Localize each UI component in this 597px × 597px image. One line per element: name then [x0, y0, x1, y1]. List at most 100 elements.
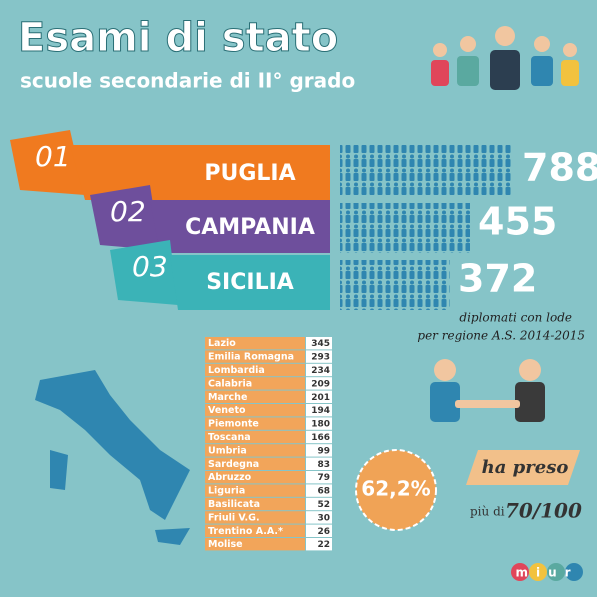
region: Friuli V.G. — [208, 512, 260, 523]
value: 209 — [311, 379, 330, 389]
region: Lazio — [208, 338, 236, 349]
value: 30 — [317, 513, 330, 523]
grade-prefix: più di — [470, 505, 505, 519]
row-label-cell — [205, 511, 305, 524]
row-value-cell — [306, 430, 332, 444]
ribbon — [70, 145, 330, 200]
row-value-cell — [306, 497, 332, 511]
row-value-cell — [306, 524, 332, 537]
value: 166 — [311, 433, 330, 443]
people-row — [340, 145, 512, 195]
grade-line: ha preso — [482, 457, 569, 478]
row-value-cell — [306, 377, 332, 390]
row-label-cell — [205, 538, 305, 551]
row-value-cell — [306, 511, 332, 524]
logo-text: miur — [515, 566, 578, 580]
row-value-cell — [306, 404, 332, 417]
value: 79 — [317, 473, 330, 483]
region: Toscana — [208, 432, 251, 443]
row-label-cell — [205, 524, 305, 537]
row-value-cell — [306, 444, 332, 457]
value: 293 — [311, 353, 330, 363]
caption: per regione A.S. 2014-2015 — [417, 329, 585, 343]
people-icon — [431, 26, 579, 90]
value: 455 — [478, 200, 557, 244]
rank: 03 — [132, 250, 168, 283]
region: Umbria — [208, 445, 247, 456]
badge — [355, 449, 437, 531]
region: Piemonte — [208, 419, 259, 430]
subtitle: scuole secondarie di II° grado — [20, 69, 355, 93]
region: Molise — [208, 539, 243, 550]
ribbon — [150, 200, 330, 253]
region: Calabria — [208, 378, 252, 389]
row-value-cell — [306, 471, 332, 484]
grade-banner — [466, 450, 580, 485]
row-label-cell — [205, 377, 305, 390]
row-value-cell — [306, 417, 332, 430]
row-value-cell — [306, 337, 332, 350]
value: 345 — [311, 339, 330, 349]
row-label-cell — [205, 363, 305, 377]
value: 52 — [317, 500, 330, 510]
people-row — [340, 260, 450, 310]
value: 194 — [311, 406, 330, 416]
region: SICILIA — [206, 270, 294, 295]
row-label-cell — [205, 337, 305, 350]
logo — [511, 563, 583, 581]
caption: diplomati con lode — [459, 311, 572, 325]
map-islands — [50, 450, 190, 545]
grade-score: 70/100 — [505, 499, 582, 523]
row-label-cell — [205, 444, 305, 457]
row-label-cell — [205, 350, 305, 363]
row-value-cell — [306, 484, 332, 497]
row-label-cell — [205, 430, 305, 444]
value: 201 — [311, 393, 330, 403]
ribbon-tab — [90, 185, 160, 250]
region: Emilia Romagna — [208, 352, 294, 363]
value: 26 — [317, 527, 330, 537]
value: 372 — [458, 257, 537, 301]
region: Veneto — [208, 405, 246, 416]
region: CAMPANIA — [185, 215, 315, 240]
handshake-icon — [430, 359, 545, 422]
rank: 01 — [35, 140, 71, 173]
row-label-cell — [205, 471, 305, 484]
ribbon-tab — [110, 240, 178, 305]
region: Trentino A.A.* — [208, 526, 283, 537]
row-value-cell — [306, 350, 332, 363]
region: Abruzzo — [208, 472, 252, 483]
rank: 02 — [110, 195, 146, 228]
row-label-cell — [205, 484, 305, 497]
region: Liguria — [208, 486, 245, 497]
row-value-cell — [306, 457, 332, 470]
row-value-cell — [306, 538, 332, 551]
row-value-cell — [306, 390, 332, 403]
row-label-cell — [205, 497, 305, 511]
row-label-cell — [205, 390, 305, 403]
ribbon-tab — [10, 130, 85, 195]
title: Esami di stato — [18, 15, 338, 61]
percent: 62,2% — [361, 477, 430, 501]
value: 99 — [317, 446, 330, 456]
row-label-cell — [205, 457, 305, 470]
row-value-cell — [306, 363, 332, 377]
value: 83 — [317, 460, 330, 470]
region: Lombardia — [208, 365, 265, 376]
people-row — [340, 203, 470, 253]
value: 180 — [311, 420, 330, 430]
value: 788 — [522, 146, 597, 190]
region: Marche — [208, 392, 247, 403]
region: Basilicata — [208, 499, 260, 510]
region: PUGLIA — [204, 161, 295, 186]
value: 68 — [317, 487, 330, 497]
map-italy — [35, 370, 190, 520]
row-label-cell — [205, 404, 305, 417]
region: Sardegna — [208, 459, 259, 470]
row-label-cell — [205, 417, 305, 430]
value: 22 — [317, 540, 330, 550]
value: 234 — [311, 366, 330, 376]
ribbon — [170, 255, 330, 310]
